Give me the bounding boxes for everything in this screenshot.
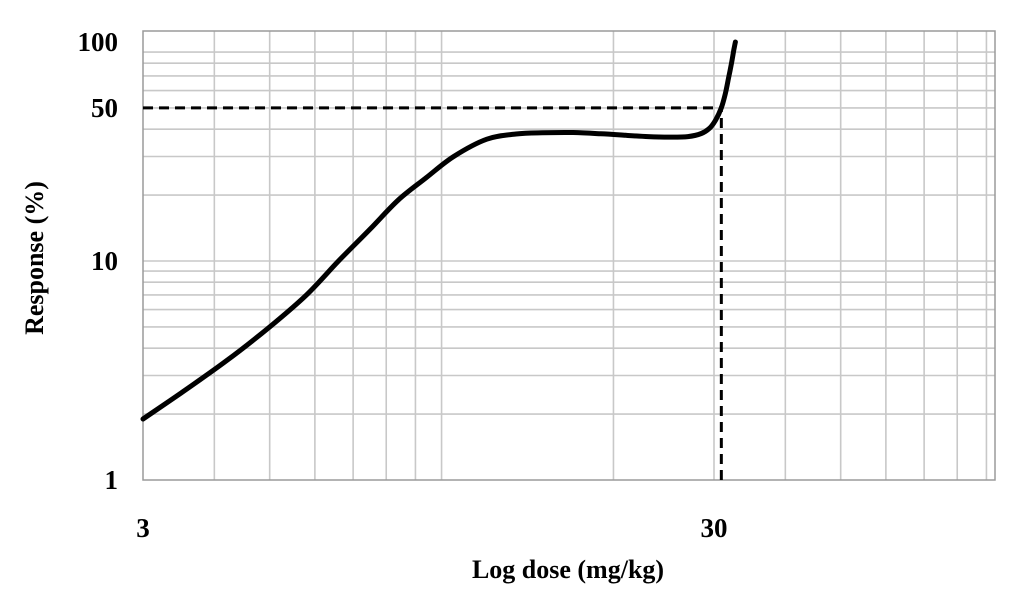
- reference-lines: [143, 106, 723, 480]
- y-axis-tick-labels: 1 10 50 100: [78, 27, 119, 495]
- x-axis-title: Log dose (mg/kg): [472, 555, 664, 584]
- gridlines: [143, 31, 995, 480]
- response-curve: [140, 39, 738, 422]
- y-tick-label: 100: [78, 27, 119, 57]
- y-tick-label: 10: [91, 246, 118, 276]
- y-axis-title: Response (%): [20, 181, 49, 335]
- y-tick-label: 1: [105, 465, 119, 495]
- plot-frame: [142, 30, 996, 481]
- x-tick-label: 30: [701, 513, 728, 543]
- y-tick-label: 50: [91, 93, 118, 123]
- x-axis-tick-labels: 3 30: [136, 513, 727, 543]
- x-tick-label: 3: [136, 513, 150, 543]
